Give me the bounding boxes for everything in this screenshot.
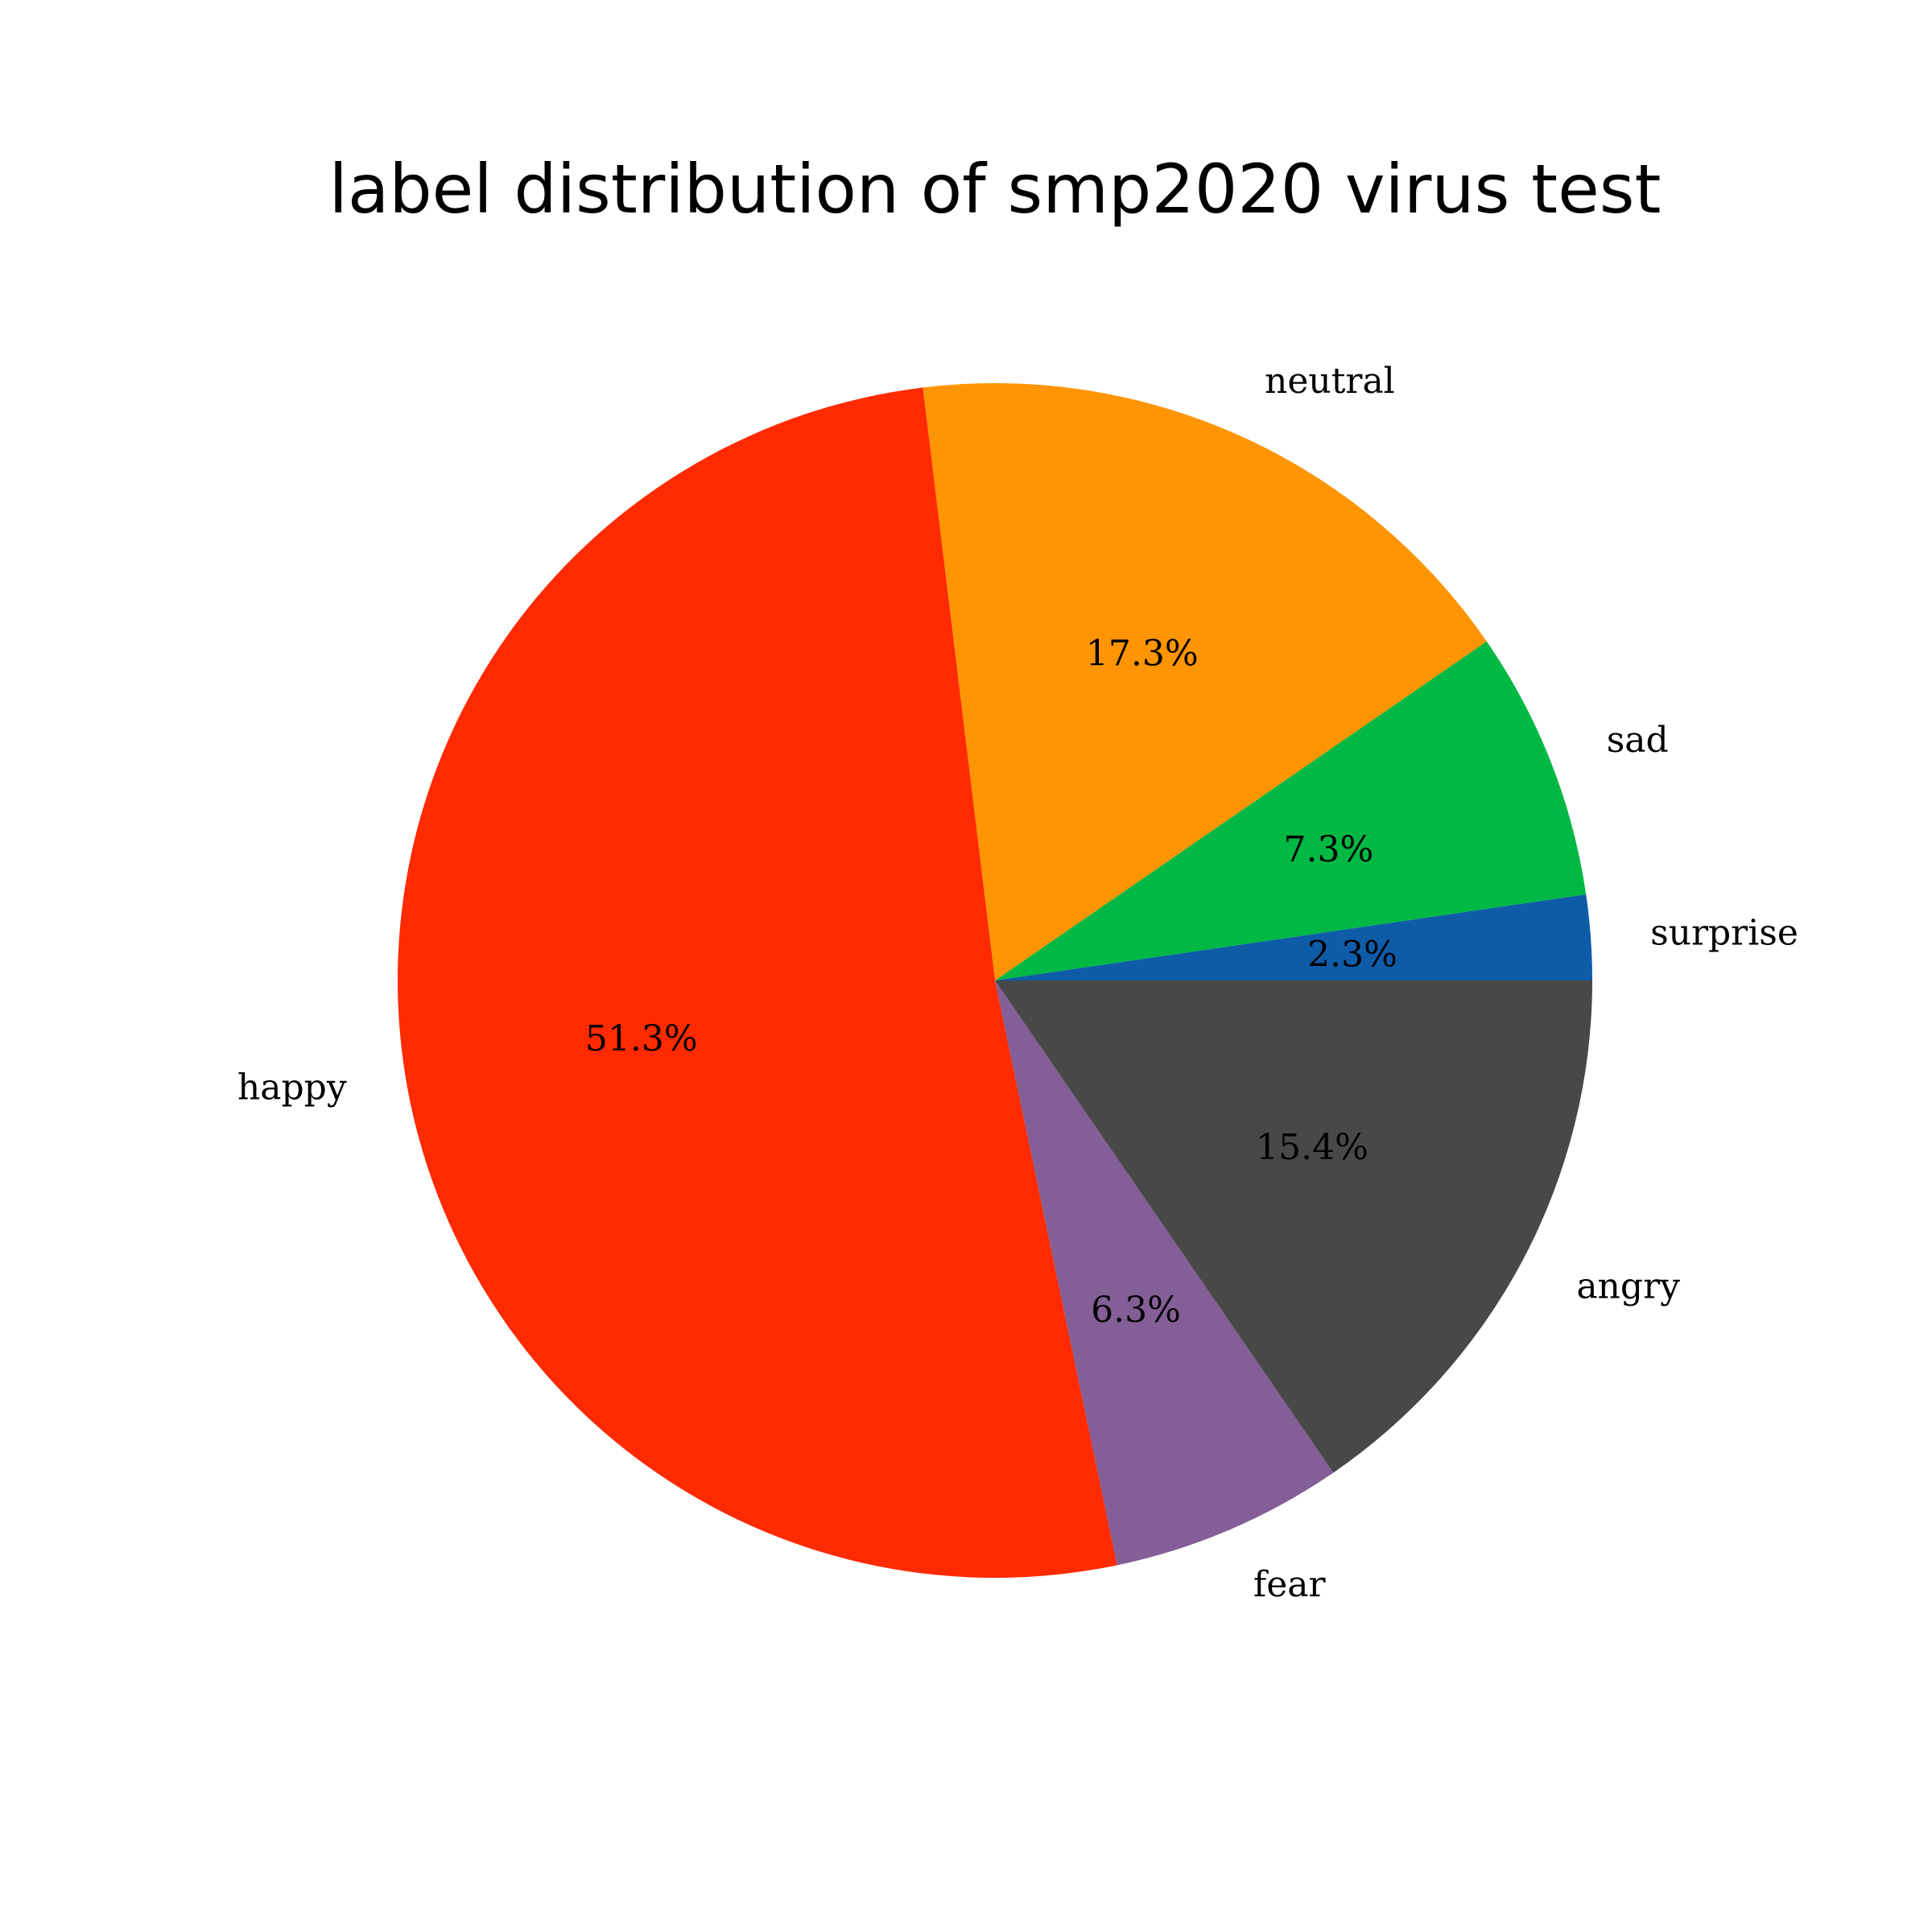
- pie-category-label-surprise: surprise: [1650, 913, 1798, 954]
- pie-category-label-fear: fear: [1253, 1564, 1327, 1605]
- pie-percent-label-angry: 15.4%: [1256, 1127, 1368, 1168]
- pie-category-label-angry: angry: [1576, 1266, 1680, 1307]
- pie-labels: 2.3% surprise 7.3% sad 17.3% neutral 51.3% happ…: [237, 361, 1798, 1605]
- pie-slice-fear: [995, 980, 1334, 1566]
- pie-percent-label-neutral: 17.3%: [1086, 634, 1199, 675]
- pie-percent-label-happy: 51.3%: [585, 1018, 698, 1059]
- pie-slice-angry: [995, 980, 1592, 1473]
- pie-percent-label-surprise: 2.3%: [1307, 934, 1397, 975]
- pie-percent-label-sad: 7.3%: [1283, 829, 1373, 870]
- pie-percent-label-fear: 6.3%: [1091, 1290, 1181, 1331]
- pie-slice-sad: [995, 641, 1587, 980]
- pie-slice-happy: [398, 387, 1117, 1579]
- chart-title: label distribution of smp2020 virus test: [329, 150, 1662, 229]
- pie-category-label-sad: sad: [1607, 720, 1669, 761]
- pie-slice-surprise: [995, 894, 1592, 980]
- pie-slice-neutral: [923, 382, 1487, 980]
- pie-slices: [398, 382, 1592, 1579]
- pie-category-label-neutral: neutral: [1265, 361, 1395, 402]
- pie-category-label-happy: happy: [237, 1067, 347, 1108]
